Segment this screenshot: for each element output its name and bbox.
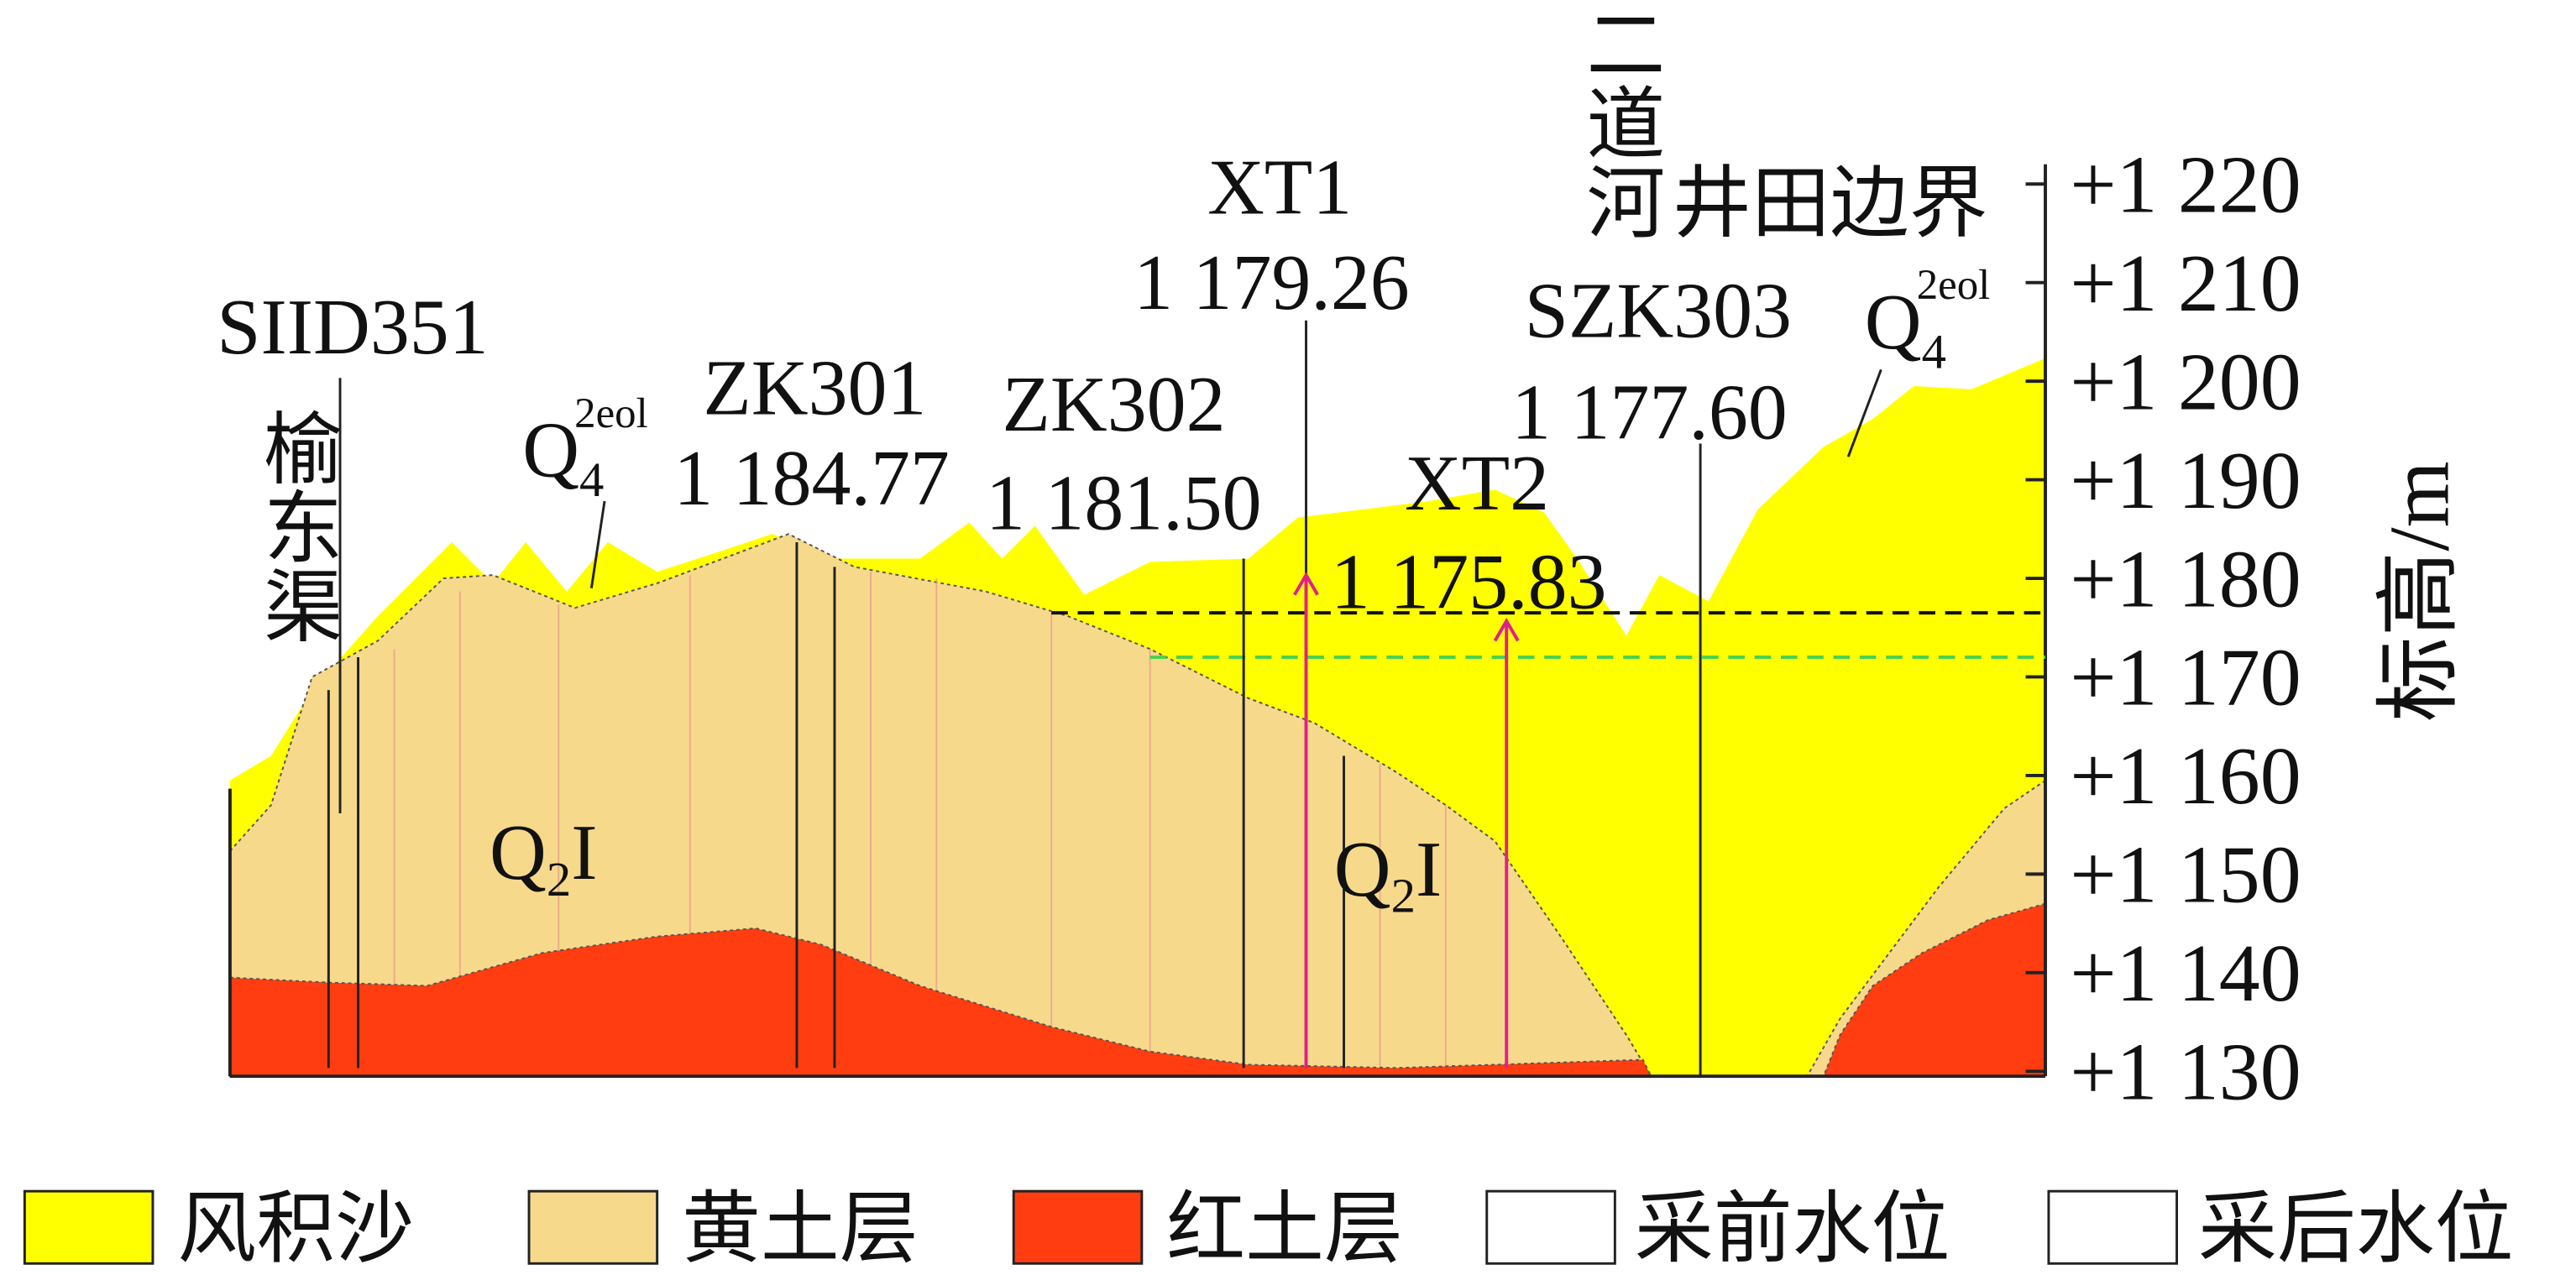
borehole-elevation: 1 175.83: [1331, 538, 1607, 625]
stratum-base: Q: [1865, 279, 1922, 366]
stratum-sub: 2: [1391, 868, 1416, 922]
tick-label: +1 170: [2070, 633, 2301, 724]
borehole-name: ZK301: [703, 344, 926, 431]
tick-label: +1 190: [2070, 436, 2301, 526]
stratum-sub: 4: [1922, 324, 1946, 379]
tick-label: +1 220: [2070, 139, 2301, 230]
legend-label: 风积沙: [177, 1185, 414, 1272]
borehole-elevation: 1 177.60: [1511, 369, 1788, 457]
arrow-head: [1293, 572, 1319, 596]
legend-label: 采前水位: [1635, 1185, 1950, 1272]
loess-layer: [228, 533, 1653, 1078]
borehole-name: ZK302: [1003, 361, 1226, 448]
tick-label: +1 210: [2070, 238, 2301, 329]
legend-swatch: [1485, 1189, 1616, 1265]
stratum-base: Q: [490, 809, 547, 896]
axis-title: 标高/m: [2372, 461, 2467, 722]
borehole-name: SZK303: [1525, 267, 1792, 354]
stratum-label: Q2I: [490, 809, 597, 907]
pointer-line: [1846, 368, 1882, 457]
legend-label: 采后水位: [2198, 1185, 2514, 1272]
tick-label: +1 140: [2070, 928, 2301, 1019]
stratum-base: Q: [522, 407, 579, 494]
place-label: 榆东渠: [252, 407, 341, 644]
stratum-sub: 2: [547, 852, 571, 907]
legend-label: 红土层: [1166, 1185, 1403, 1272]
stratum-base: Q: [1334, 826, 1391, 913]
borehole-elevation: 1 184.77: [673, 435, 950, 522]
place-label: 井田边界: [1673, 160, 1988, 248]
legend-label: 黄土层: [682, 1185, 919, 1272]
pointer-line: [589, 500, 606, 588]
red-clay-layer: [228, 927, 1652, 1078]
tick-label: +1 200: [2070, 337, 2301, 427]
tick-label: +1 150: [2070, 830, 2301, 921]
stratum-sup: 2eol: [1917, 262, 1991, 309]
legend: 风积沙 黄土层 红土层 采前水位 采后水位: [23, 1185, 2514, 1273]
stratum-label: Q4 2eol: [522, 390, 648, 507]
tick-label: +1 130: [2070, 1027, 2301, 1118]
tick-label: +1 180: [2070, 534, 2301, 624]
stratum-tail: I: [571, 809, 597, 896]
stratum-label: Q2I: [1334, 826, 1442, 923]
tick-label: +1 160: [2070, 731, 2301, 822]
legend-swatch: [1012, 1189, 1144, 1265]
stratum-sup: 2eol: [574, 390, 648, 437]
borehole-elevation: 1 179.26: [1134, 239, 1410, 327]
stratum-tail: I: [1416, 826, 1442, 913]
legend-swatch: [23, 1189, 154, 1265]
legend-swatch: [527, 1189, 659, 1265]
borehole-name: XT1: [1207, 144, 1352, 231]
place-label: 二道河: [1574, 3, 1662, 240]
borehole-elevation: 1 181.50: [986, 459, 1262, 546]
legend-swatch: [2047, 1189, 2179, 1265]
borehole-name: SIID351: [217, 284, 488, 371]
stratum-sub: 4: [579, 452, 604, 507]
stratum-label: Q4 2eol: [1865, 262, 1991, 379]
arrow-head: [1493, 618, 1520, 642]
borehole-name: XT2: [1405, 440, 1549, 527]
